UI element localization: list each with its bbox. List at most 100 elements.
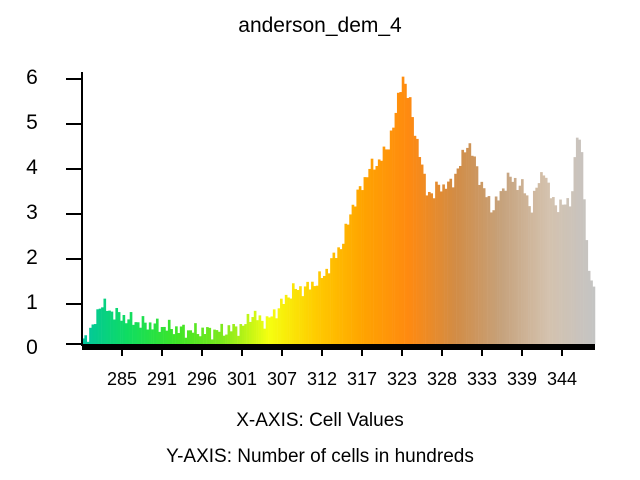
x-tick-label-339: 339 (507, 369, 537, 389)
histogram-bar (394, 112, 398, 345)
histogram-bar (268, 317, 271, 344)
histogram-bar (365, 177, 369, 344)
histogram-bar (497, 200, 500, 344)
histogram-bar (303, 286, 307, 344)
histogram-bar (339, 249, 343, 344)
histogram-bar (425, 195, 429, 344)
histogram-bar (322, 275, 326, 344)
histogram-bar (592, 286, 596, 344)
histogram-bar (342, 243, 345, 344)
histogram-bar (411, 117, 414, 344)
x-tick-label-323: 323 (387, 369, 417, 389)
histogram-bar (167, 319, 171, 344)
histogram-bar (139, 327, 142, 344)
histogram-bar (444, 188, 448, 344)
histogram-bar (93, 324, 97, 344)
histogram-bar (146, 329, 150, 344)
histogram-bar (148, 322, 152, 344)
histogram-bar (513, 177, 517, 344)
x-axis-line (82, 344, 595, 350)
histogram-bar (418, 157, 422, 344)
histogram-bar (127, 319, 130, 344)
histogram-bar (578, 139, 581, 344)
histogram-bar (406, 98, 410, 344)
histogram-bar (160, 327, 164, 344)
histogram-bar (177, 333, 181, 344)
histogram-bar (241, 325, 245, 344)
histogram-bar (330, 258, 333, 344)
histogram-bar (542, 175, 546, 344)
histogram-bar (354, 206, 357, 344)
histogram-bar (540, 172, 543, 344)
histogram-bar (296, 289, 300, 344)
histogram-bar (124, 323, 128, 344)
histogram-bar (258, 315, 262, 344)
histogram-bar (103, 298, 107, 344)
histogram-bar (532, 190, 536, 344)
histogram-bar (270, 316, 274, 344)
histogram-bar (516, 190, 519, 344)
histogram-bar (179, 326, 183, 344)
histogram-bar (544, 177, 548, 344)
histogram-bar (470, 155, 474, 344)
histogram-bar (506, 172, 510, 344)
y-tick-labels: 0 1 2 3 4 5 6 (26, 66, 38, 359)
histogram-bar (480, 181, 484, 344)
histogram-bar (84, 335, 88, 344)
histogram-bar (396, 92, 400, 344)
histogram-bar (571, 191, 574, 344)
histogram-bar (337, 247, 340, 344)
histogram-bar (423, 173, 426, 344)
histogram-bar (203, 334, 207, 344)
histogram-bar (227, 325, 231, 344)
histogram-bar (346, 224, 350, 344)
histogram-bar (468, 143, 472, 344)
y-tick-label-0: 0 (26, 336, 38, 359)
histogram-bar (101, 307, 104, 344)
histogram-bar (454, 173, 457, 344)
histogram-bar (494, 196, 498, 344)
histogram-bar (256, 320, 259, 344)
histogram-bar (229, 331, 233, 344)
histogram-bar (408, 97, 412, 345)
histogram-bar (525, 195, 529, 344)
histogram-bar (89, 327, 92, 344)
histogram-bar (251, 317, 255, 344)
y-tick-label-1: 1 (26, 291, 38, 314)
histogram-bar (566, 198, 570, 344)
histogram-bar (105, 310, 109, 344)
histogram-bar (437, 184, 441, 344)
histogram-bar (280, 298, 283, 344)
histogram-bar (554, 205, 558, 344)
histogram-bar (387, 149, 391, 344)
histogram-bar (537, 183, 541, 344)
histogram-bar (158, 331, 161, 344)
histogram-bar (132, 324, 135, 344)
histogram-bar (311, 281, 314, 344)
x-axis-title: X-AXIS: Cell Values (236, 410, 404, 431)
x-tick-labels: 285 291 296 301 307 312 317 323 328 333 … (107, 350, 577, 389)
y-tick-label-3: 3 (26, 201, 38, 224)
histogram-bar (432, 198, 436, 344)
histogram-bar (385, 149, 388, 344)
histogram-bar (392, 127, 395, 345)
histogram-bar (308, 289, 312, 344)
y-tick-label-2: 2 (26, 246, 38, 269)
histogram-bar (487, 196, 491, 344)
histogram-bar (210, 339, 214, 344)
histogram-bar (368, 168, 371, 344)
histogram-bar (416, 138, 419, 344)
histogram-bar (122, 315, 126, 344)
histogram-bar (184, 337, 188, 344)
histogram-bar (363, 177, 367, 344)
histogram-bar (563, 204, 567, 344)
histogram-bar (225, 334, 228, 344)
histogram-bar (442, 184, 445, 344)
histogram-bar (358, 186, 362, 344)
y-tick-label-4: 4 (26, 156, 38, 179)
histogram-bar (404, 83, 407, 345)
histogram-bar (194, 323, 197, 344)
histogram-bar (568, 206, 572, 344)
histogram-bar (561, 204, 565, 344)
histogram-bar (218, 331, 221, 344)
